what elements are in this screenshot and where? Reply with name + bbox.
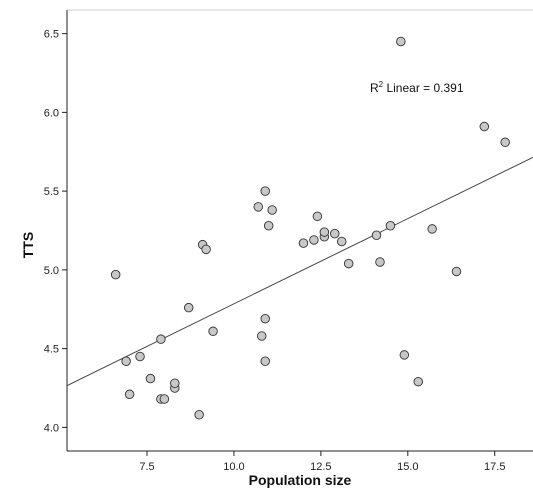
data-point <box>336 236 347 247</box>
data-point <box>124 389 135 400</box>
data-point <box>500 137 510 148</box>
data-point <box>253 202 264 212</box>
data-point <box>110 269 121 280</box>
y-tick-label: 4.5 <box>44 344 59 356</box>
r-squared-annotation: R2 Linear = 0.391 <box>370 80 464 95</box>
data-point <box>343 258 354 269</box>
data-point <box>256 331 267 341</box>
x-tick-label: 12.5 <box>310 461 331 473</box>
data-point <box>371 230 382 240</box>
data-point <box>396 36 406 47</box>
data-point <box>159 394 170 404</box>
x-tick-label: 17.5 <box>484 461 505 473</box>
data-point <box>267 205 277 215</box>
y-tick-label: 6.5 <box>44 29 59 41</box>
x-tick-label: 15.0 <box>397 461 418 473</box>
data-point <box>451 266 462 277</box>
data-point <box>194 410 204 420</box>
data-point <box>385 221 396 231</box>
data-point <box>319 227 330 237</box>
plot-frame <box>66 9 533 452</box>
data-point <box>135 351 145 362</box>
data-point <box>201 244 211 255</box>
x-tick-label: 7.5 <box>139 461 154 473</box>
data-point <box>260 356 270 366</box>
data-point <box>479 121 490 132</box>
y-axis-title: TTS <box>20 232 36 258</box>
x-tick-label: 10.0 <box>223 461 244 473</box>
data-point <box>375 257 385 267</box>
y-tick-label: 5.5 <box>44 186 59 198</box>
regression-line-group <box>66 156 533 387</box>
data-point <box>260 186 270 196</box>
data-point <box>309 235 319 245</box>
data-point <box>263 221 274 231</box>
y-tick-label: 4.0 <box>44 422 59 434</box>
y-tick-label: 5.0 <box>44 265 59 277</box>
data-point <box>208 326 218 337</box>
data-point <box>145 373 156 384</box>
data-point <box>399 350 410 360</box>
data-point <box>156 334 166 344</box>
r-squared-prefix: R <box>370 81 379 95</box>
data-point <box>170 378 180 389</box>
x-axis-title: Population size <box>249 472 352 488</box>
data-point <box>260 313 270 324</box>
regression-line <box>66 156 533 387</box>
data-point <box>121 356 131 366</box>
data-point <box>312 211 323 222</box>
y-tick-label: 6.0 <box>44 107 59 119</box>
r-squared-value: Linear = 0.391 <box>383 81 464 95</box>
data-point <box>298 238 309 248</box>
y-axis-ticks: 4.0 4.5 5.0 5.5 6.0 6.5 <box>44 29 67 434</box>
data-point <box>413 376 423 387</box>
data-point <box>427 224 437 234</box>
r-squared-superscript: 2 <box>379 80 384 89</box>
data-point <box>330 228 340 239</box>
data-point <box>183 302 194 313</box>
x-axis-ticks: 7.5 10.0 12.5 15.0 17.5 <box>139 451 505 473</box>
data-points <box>110 36 510 420</box>
